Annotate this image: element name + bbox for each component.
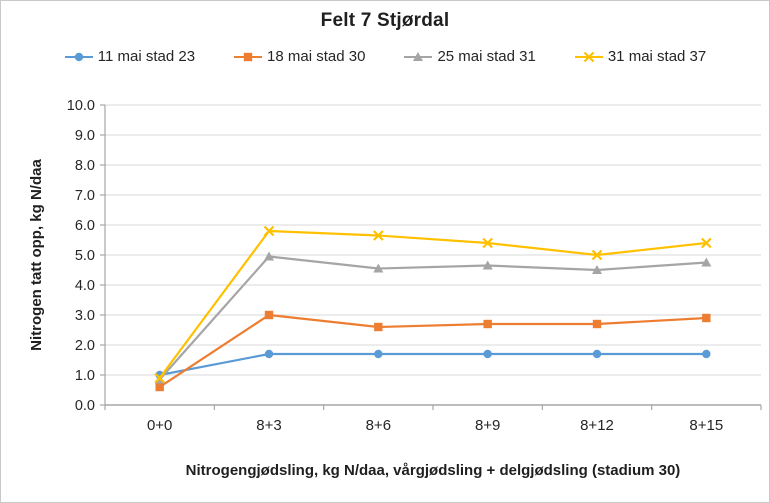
circle-marker — [592, 349, 602, 359]
legend-label: 25 mai stad 31 — [437, 48, 536, 65]
legend: 11 mai stad 23 18 mai stad 30 25 mai stad … — [1, 48, 769, 65]
y-tick-label: 8.0 — [75, 158, 95, 174]
square-marker — [155, 382, 164, 392]
series-line-3 — [158, 229, 707, 379]
y-tick-label: 3.0 — [75, 308, 95, 324]
square-marker — [483, 319, 492, 329]
legend-item-3: 31 mai stad 37 — [574, 48, 706, 65]
legend-label: 11 mai stad 23 — [97, 48, 196, 65]
square-marker — [243, 52, 253, 61]
y-tick-label: 4.0 — [75, 278, 95, 294]
square-marker — [592, 319, 602, 329]
legend-label: 31 mai stad 37 — [607, 48, 707, 65]
triangle-marker — [264, 251, 274, 261]
y-tick-label: 10.0 — [67, 98, 95, 114]
x-marker — [263, 225, 275, 237]
legend-item-1: 18 mai stad 30 — [233, 48, 365, 65]
triangle-marker — [592, 265, 602, 274]
square-marker — [702, 313, 711, 323]
triangle-marker — [482, 260, 493, 270]
x-marker — [482, 237, 493, 249]
y-tick-label: 7.0 — [75, 188, 95, 204]
series-line-2 — [158, 255, 707, 381]
series-line-1 — [159, 313, 707, 388]
legend-square-icon — [234, 52, 263, 61]
y-tick-label: 1.0 — [75, 368, 95, 384]
square-marker — [264, 310, 274, 320]
x-category-label: 8+9 — [475, 417, 500, 434]
x-category-label: 8+15 — [689, 417, 723, 434]
y-tick-label: 2.0 — [75, 338, 95, 354]
legend-x-icon — [574, 51, 603, 62]
square-marker — [374, 322, 383, 332]
legend-triangle-icon — [404, 51, 433, 61]
x-marker — [701, 237, 712, 249]
circle-marker — [264, 349, 274, 359]
x-marker — [154, 372, 165, 384]
legend-circle-icon — [64, 52, 93, 61]
x-category-label: 8+3 — [256, 417, 281, 434]
y-axis-title: Nitrogen tatt opp, kg N/daa — [28, 159, 45, 351]
x-marker — [583, 51, 595, 62]
legend-item-2: 25 mai stad 31 — [403, 48, 536, 65]
triangle-marker — [413, 51, 424, 61]
y-tick-label: 6.0 — [75, 218, 95, 234]
triangle-marker — [373, 263, 384, 273]
x-marker — [591, 249, 603, 261]
circle-marker — [74, 52, 83, 61]
x-marker — [373, 230, 384, 241]
x-axis-title: Nitrogengjødsling, kg N/daa, vårgjødslin… — [185, 462, 681, 479]
y-tick-label: 5.0 — [75, 248, 95, 264]
x-category-label: 8+12 — [580, 417, 614, 434]
circle-marker — [483, 349, 492, 359]
chart-title: Felt 7 Stjørdal — [320, 10, 450, 31]
circle-marker — [374, 349, 383, 359]
x-category-label: 8+6 — [366, 417, 391, 434]
y-tick-label: 9.0 — [75, 128, 95, 144]
legend-item-0: 11 mai stad 23 — [64, 48, 195, 65]
legend-label: 18 mai stad 30 — [267, 48, 366, 65]
series-line-0 — [159, 352, 707, 377]
circle-marker — [702, 349, 711, 359]
y-tick-label: 0.0 — [75, 398, 95, 414]
triangle-marker — [701, 257, 712, 267]
x-category-label: 0+0 — [147, 417, 172, 434]
